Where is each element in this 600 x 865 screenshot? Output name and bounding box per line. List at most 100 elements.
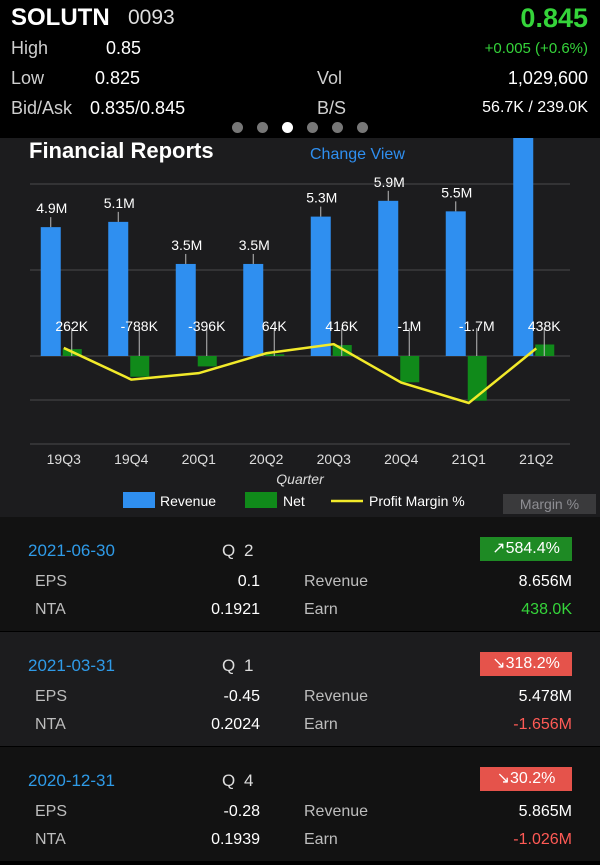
buy-sell-label: B/S: [317, 98, 347, 118]
net-data-label: -788K: [121, 318, 159, 334]
page-dot[interactable]: [307, 122, 318, 133]
page-dot[interactable]: [257, 122, 268, 133]
revenue-bar: [445, 211, 466, 356]
nta-label: NTA: [35, 716, 66, 733]
high-label: High: [11, 38, 49, 58]
earn-label: Earn: [304, 601, 338, 618]
x-tick-label: 21Q1: [452, 451, 486, 467]
change-badge: ↘318.2%: [480, 652, 572, 676]
earn-label: Earn: [304, 831, 338, 848]
legend-net-swatch: [245, 492, 277, 508]
nta-label: NTA: [35, 831, 66, 848]
x-tick-label: 21Q2: [519, 451, 553, 467]
eps-label: EPS: [35, 573, 68, 590]
report-date: 2020-12-31: [28, 771, 115, 790]
revenue-value: 5.478M: [518, 688, 572, 705]
net-data-label: 438K: [528, 318, 561, 334]
report-item[interactable]: 2021-06-30 Q 2 ↗584.4% EPS 0.1 Revenue 8.656M NT…: [0, 517, 600, 631]
revenue-label: Revenue: [304, 688, 369, 705]
report-item[interactable]: 2020-12-31 Q 4 ↘30.2% EPS -0.28 Revenue 5.865M N…: [0, 747, 600, 861]
quarter-value: 1: [244, 656, 254, 675]
eps-label: EPS: [35, 688, 68, 705]
net-bar: [467, 356, 487, 401]
margin-toggle-button[interactable]: Margin %: [503, 494, 596, 514]
quarter-value: 4: [244, 771, 254, 790]
x-tick-label: 20Q1: [182, 451, 216, 467]
page-dot[interactable]: [232, 122, 243, 133]
x-tick-label: 20Q3: [317, 451, 351, 467]
net-bar: [197, 356, 217, 367]
page-dot[interactable]: [357, 122, 368, 133]
nta-value: 0.1921: [211, 601, 260, 618]
nta-value: 0.2024: [211, 716, 260, 733]
revenue-bar: [310, 216, 331, 356]
revenue-bar: [175, 263, 196, 356]
financial-chart: 19Q3 19Q4 20Q1 20Q2 20Q3 20Q4 21Q1 21Q2 4.9M 262K…: [30, 138, 570, 509]
revenue-data-label: 5.9M: [374, 174, 405, 190]
profit-margin-line: [63, 342, 538, 405]
eps-value: 0.1: [237, 573, 260, 590]
bid-ask-label: Bid/Ask: [11, 98, 73, 118]
revenue-data-label: 3.5M: [171, 237, 202, 253]
quarter-label: Q: [222, 771, 236, 790]
page-dot[interactable]: [332, 122, 343, 133]
bid-ask-value: 0.835/0.845: [90, 98, 186, 118]
revenue-data-label: 5.3M: [306, 190, 337, 206]
earn-value: 438.0K: [521, 601, 572, 618]
change-badge: ↘30.2%: [480, 767, 572, 791]
x-tick-label: 19Q4: [114, 451, 148, 467]
page-dot[interactable]: [282, 122, 293, 133]
change-badge: ↗584.4%: [480, 537, 572, 561]
eps-label: EPS: [35, 803, 68, 820]
high-value: 0.85: [106, 38, 142, 58]
revenue-data-label: 3.5M: [239, 237, 270, 253]
net-bar: [130, 356, 150, 377]
revenue-bar: [513, 138, 534, 356]
report-date: 2021-06-30: [28, 541, 115, 560]
revenue-bar: [378, 200, 399, 356]
change-view-button[interactable]: Change View: [310, 146, 405, 163]
legend-revenue-swatch: [123, 492, 155, 508]
report-date: 2021-03-31: [28, 656, 115, 675]
legend-revenue-label: Revenue: [160, 493, 216, 509]
net-data-label: -1M: [397, 318, 421, 334]
revenue-value: 8.656M: [518, 573, 572, 590]
x-axis-title: Quarter: [276, 471, 325, 487]
revenue-bar: [243, 263, 264, 356]
nta-label: NTA: [35, 601, 66, 618]
eps-value: -0.28: [223, 803, 260, 820]
quarter-label: Q: [222, 656, 236, 675]
report-item[interactable]: 2021-03-31 Q 1 ↘318.2% EPS -0.45 Revenue 5.478M…: [0, 632, 600, 746]
net-data-label: 262K: [55, 318, 88, 334]
earn-value: -1.026M: [513, 831, 572, 848]
net-bar: [400, 356, 420, 383]
legend-margin-label: Profit Margin %: [369, 493, 465, 509]
revenue-bar: [40, 227, 61, 356]
panel-title: Financial Reports: [29, 138, 214, 163]
legend-net-label: Net: [283, 493, 305, 509]
revenue-data-label: 4.9M: [36, 200, 67, 216]
net-data-label: 416K: [325, 318, 358, 334]
x-tick-label: 20Q4: [384, 451, 418, 467]
financial-reports-panel: 19Q3 19Q4 20Q1 20Q2 20Q3 20Q4 21Q1 21Q2 4.9M 262K…: [0, 138, 600, 518]
revenue-bar: [108, 221, 129, 356]
revenue-label: Revenue: [304, 573, 369, 590]
net-data-label: -1.7M: [459, 318, 495, 334]
page-indicator[interactable]: [232, 122, 368, 133]
revenue-label: Revenue: [304, 803, 369, 820]
quarter-value: 2: [244, 541, 254, 560]
earn-value: -1.656M: [513, 716, 572, 733]
revenue-value: 5.865M: [518, 803, 572, 820]
net-data-label: -396K: [188, 318, 226, 334]
revenue-data-label: 5.1M: [104, 195, 135, 211]
quote-header: SOLUTN 0093 0.845 High 0.85 +0.005 (+0.6…: [0, 0, 600, 130]
x-tick-label: 20Q2: [249, 451, 283, 467]
volume-value: 1,029,600: [507, 68, 588, 88]
stock-code: 0093: [128, 6, 175, 29]
last-price: 0.845: [520, 3, 588, 33]
eps-value: -0.45: [223, 688, 260, 705]
low-label: Low: [11, 68, 45, 88]
quarter-label: Q: [222, 541, 236, 560]
buy-sell-value: 56.7K / 239.0K: [482, 99, 588, 116]
volume-label: Vol: [317, 68, 343, 88]
